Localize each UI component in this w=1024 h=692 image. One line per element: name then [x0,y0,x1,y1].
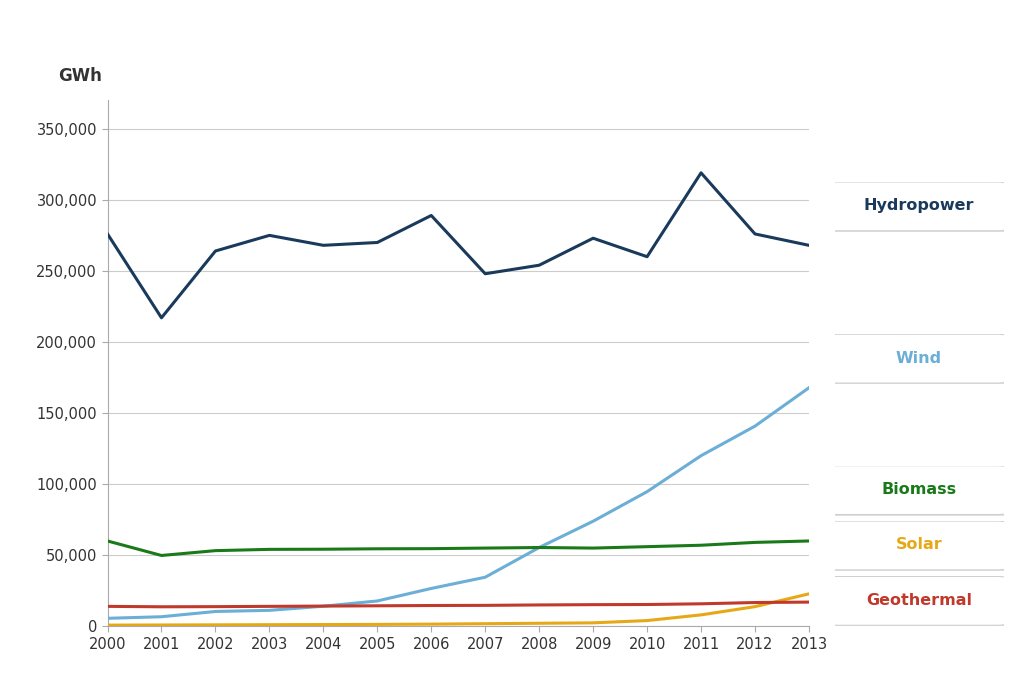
Text: U.S. Renewable Electricity Generation by Technology: U.S. Renewable Electricity Generation by… [97,31,927,59]
Text: Wind: Wind [896,351,942,365]
FancyBboxPatch shape [824,466,1011,515]
Text: Solar: Solar [896,538,942,552]
Text: Hydropower: Hydropower [864,199,974,213]
FancyBboxPatch shape [826,335,1012,385]
FancyBboxPatch shape [826,522,1012,572]
FancyBboxPatch shape [826,466,1012,517]
Text: Geothermal: Geothermal [866,593,972,608]
Text: GWh: GWh [58,66,102,84]
FancyBboxPatch shape [826,577,1012,628]
FancyBboxPatch shape [824,576,1011,626]
FancyBboxPatch shape [824,334,1011,383]
FancyBboxPatch shape [824,182,1011,231]
Text: Biomass: Biomass [882,482,956,497]
FancyBboxPatch shape [824,521,1011,570]
FancyBboxPatch shape [826,183,1012,233]
